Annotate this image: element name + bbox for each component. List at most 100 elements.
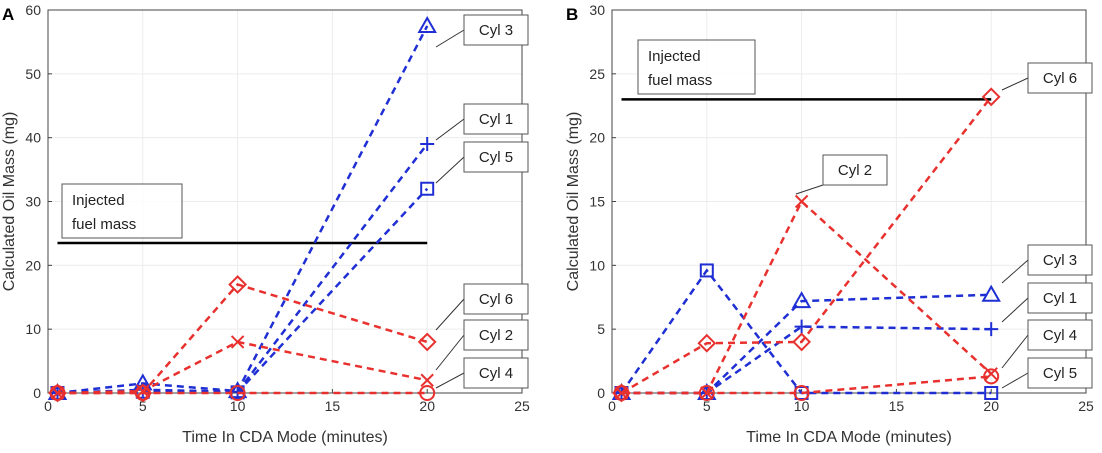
callout-box bbox=[1027, 62, 1093, 94]
callout-leader bbox=[435, 372, 465, 389]
callout-box bbox=[1027, 244, 1093, 276]
data-point-cyl-3 bbox=[791, 291, 812, 309]
x-tick-label: 10 bbox=[794, 398, 810, 414]
reference-label-line: fuel mass bbox=[648, 72, 712, 89]
x-tick-label: 5 bbox=[139, 398, 147, 414]
data-point-cyl-3 bbox=[417, 15, 437, 33]
y-axis-label: Calculated Oil Mass (mg) bbox=[1, 112, 18, 292]
y-axis-label: Calculated Oil Mass (mg) bbox=[565, 112, 582, 292]
callout-leader bbox=[1001, 77, 1029, 91]
data-point-cyl-6 bbox=[698, 385, 715, 401]
callout-label: Cyl 5 bbox=[1043, 365, 1077, 382]
callout-label: Cyl 1 bbox=[1043, 290, 1077, 307]
callout-leader bbox=[1001, 297, 1029, 323]
y-tick-label: 50 bbox=[25, 66, 41, 82]
callout-box bbox=[463, 103, 529, 135]
callout-leader bbox=[435, 29, 465, 48]
data-point-cyl-6 bbox=[133, 383, 153, 403]
callout-leader bbox=[435, 118, 465, 141]
x-tick-label: 0 bbox=[44, 398, 52, 414]
series-line-cyl-3 bbox=[57, 25, 429, 395]
y-tick-label: 10 bbox=[589, 257, 605, 273]
data-point-cyl-6 bbox=[417, 332, 437, 352]
data-point-cyl-3 bbox=[981, 284, 1001, 302]
series-line-cyl-5 bbox=[620, 268, 992, 395]
data-point-cyl-1 bbox=[984, 322, 999, 337]
data-point-cyl-6 bbox=[613, 385, 630, 401]
data-point-cyl-6 bbox=[793, 385, 810, 401]
data-point-cyl-6 bbox=[228, 275, 248, 294]
callout-label: Cyl 5 bbox=[479, 149, 513, 166]
data-point-cyl-3 bbox=[133, 373, 153, 391]
series-line-cyl-6 bbox=[621, 375, 992, 395]
y-tick-label: 40 bbox=[25, 130, 41, 146]
chart-panel-b: 0 5 10 15 20 25 0 5 10 15 20 25 30 Time In CDA Mode (… bbox=[565, 2, 1094, 446]
callout-box bbox=[1027, 357, 1093, 389]
callout-box bbox=[463, 319, 529, 351]
data-point-cyl-4 bbox=[981, 87, 1001, 107]
callout-label: Cyl 6 bbox=[479, 291, 513, 308]
callout-leader bbox=[1001, 259, 1029, 284]
x-tick-label: 15 bbox=[889, 398, 905, 414]
y-tick-label: 25 bbox=[589, 66, 605, 82]
data-point-cyl-3 bbox=[227, 381, 248, 399]
y-tick-label: 0 bbox=[33, 385, 41, 401]
data-point-cyl-5 bbox=[699, 263, 714, 278]
data-point-cyl-4 bbox=[792, 332, 812, 352]
data-point-cyl-6 bbox=[983, 368, 1000, 385]
y-tick-label: 20 bbox=[589, 130, 605, 146]
y-tick-label: 30 bbox=[25, 194, 41, 210]
callout-label: Cyl 1 bbox=[479, 111, 513, 128]
callout-label: Cyl 4 bbox=[1043, 327, 1077, 344]
reference-label-line: Injected bbox=[72, 192, 125, 209]
series-line-cyl-4 bbox=[620, 96, 993, 395]
data-point-cyl-5 bbox=[420, 181, 435, 196]
callout-leader bbox=[795, 184, 824, 195]
callout-label: Cyl 6 bbox=[1043, 70, 1077, 87]
callout-leader bbox=[435, 298, 465, 331]
x-axis-label: Time In CDA Mode (minutes) bbox=[182, 429, 388, 446]
x-tick-label: 0 bbox=[608, 398, 616, 414]
callout-leader bbox=[435, 334, 465, 371]
callout-box bbox=[1027, 282, 1093, 314]
callout-leader bbox=[435, 156, 465, 184]
y-tick-label: 30 bbox=[589, 2, 605, 18]
data-point-cyl-4 bbox=[697, 333, 717, 353]
reference-label-box bbox=[637, 39, 756, 95]
x-tick-label: 10 bbox=[230, 398, 246, 414]
data-point-cyl-6 bbox=[48, 383, 67, 403]
callout-box bbox=[822, 154, 888, 186]
x-axis-label: Time In CDA Mode (minutes) bbox=[746, 429, 952, 446]
x-tick-label: 20 bbox=[983, 398, 999, 414]
callout-box bbox=[1027, 319, 1093, 351]
callout-label: Cyl 2 bbox=[479, 327, 513, 344]
series-line-cyl-6 bbox=[57, 283, 428, 395]
data-point-cyl-2 bbox=[794, 194, 809, 209]
callout-box bbox=[463, 283, 529, 315]
callout-label: Cyl 4 bbox=[479, 365, 513, 382]
callout-box bbox=[463, 14, 529, 46]
y-tick-label: 60 bbox=[25, 2, 41, 18]
panel-label: A bbox=[2, 5, 14, 24]
y-tick-label: 0 bbox=[597, 385, 605, 401]
data-point-cyl-2 bbox=[230, 335, 245, 349]
callout-leader bbox=[1001, 334, 1029, 369]
callout-label: Cyl 3 bbox=[1043, 252, 1077, 269]
x-tick-label: 25 bbox=[1078, 398, 1094, 414]
callout-label: Cyl 2 bbox=[838, 162, 872, 179]
y-tick-label: 20 bbox=[25, 257, 41, 273]
y-tick-label: 10 bbox=[25, 321, 41, 337]
data-point-cyl-4 bbox=[229, 385, 246, 401]
callout-leader bbox=[1001, 372, 1029, 389]
x-tick-label: 15 bbox=[325, 398, 341, 414]
panel-label: B bbox=[566, 5, 578, 24]
y-tick-label: 15 bbox=[589, 194, 605, 210]
chart-panel-a: 0 5 10 15 20 25 0 10 20 30 40 50 60 Time In CDA Mode … bbox=[1, 2, 530, 446]
callout-box bbox=[463, 141, 529, 173]
data-point-cyl-4 bbox=[419, 385, 436, 401]
data-point-cyl-1 bbox=[794, 319, 809, 334]
data-point-cyl-1 bbox=[420, 137, 435, 152]
reference-label-line: Injected bbox=[648, 48, 701, 65]
callout-label: Cyl 3 bbox=[479, 22, 513, 39]
